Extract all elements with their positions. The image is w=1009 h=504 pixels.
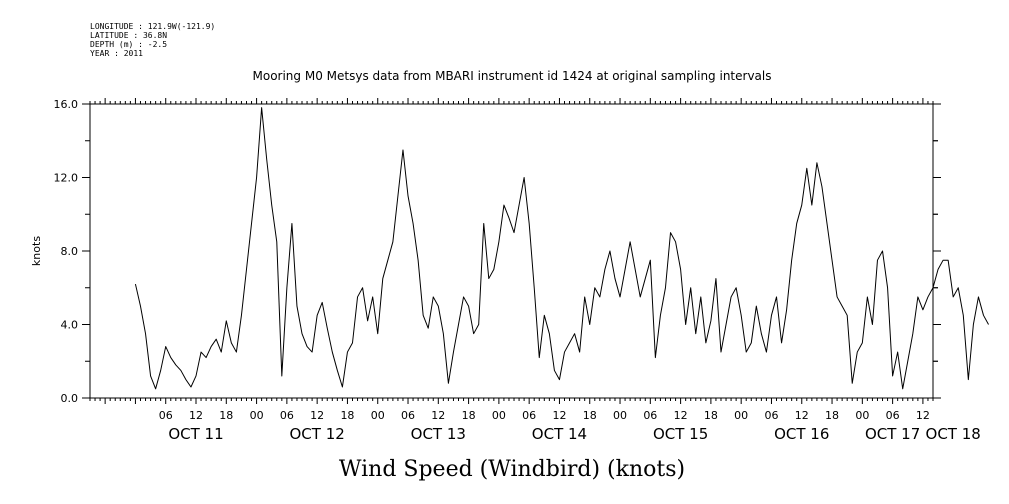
y-tick-label: 0.0 (61, 392, 79, 405)
x-tick-label: 00 (613, 409, 627, 422)
x-tick-label: 12 (916, 409, 930, 422)
date-label: OCT 16 (774, 425, 829, 443)
x-tick-label: 18 (583, 409, 597, 422)
x-tick-label: 06 (643, 409, 657, 422)
meta-year: YEAR : 2011 (90, 49, 143, 58)
x-tick-label: 12 (674, 409, 688, 422)
x-tick-label: 00 (734, 409, 748, 422)
x-tick-label: 00 (492, 409, 506, 422)
date-label: OCT 12 (289, 425, 344, 443)
x-tick-label: 12 (552, 409, 566, 422)
x-tick-label: 06 (159, 409, 173, 422)
date-label: OCT 11 (168, 425, 223, 443)
x-tick-label: 12 (310, 409, 324, 422)
date-label: OCT 15 (653, 425, 708, 443)
x-tick-label: 06 (522, 409, 536, 422)
meta-longitude: LONGITUDE : 121.9W(-121.9) (90, 22, 216, 31)
x-tick-label: 18 (825, 409, 839, 422)
x-tick-label: 12 (795, 409, 809, 422)
x-tick-label: 00 (371, 409, 385, 422)
metadata-block: LONGITUDE : 121.9W(-121.9) LATITUDE : 36… (90, 22, 215, 58)
x-tick-label: 18 (704, 409, 718, 422)
x-tick-label: 00 (855, 409, 869, 422)
x-tick-label: 06 (886, 409, 900, 422)
x-tick-label: 18 (219, 409, 233, 422)
meta-depth: DEPTH (m) : -2.5 (90, 40, 168, 49)
x-axis-label: Wind Speed (Windbird) (knots) (339, 457, 685, 482)
x-tick-label: 06 (764, 409, 778, 422)
x-tick-label: 06 (280, 409, 294, 422)
x-tick-label: 06 (401, 409, 415, 422)
y-tick-label: 12.0 (54, 172, 79, 185)
x-tick-label: 12 (189, 409, 203, 422)
x-tick-label: 18 (340, 409, 354, 422)
x-tick-label: 18 (462, 409, 476, 422)
y-tick-label: 16.0 (54, 98, 79, 111)
y-axis-label: knots (30, 236, 43, 266)
date-label: OCT 17 (865, 425, 920, 443)
date-label: OCT 13 (411, 425, 466, 443)
x-tick-label: 12 (431, 409, 445, 422)
series-line-0 (134, 107, 989, 390)
x-tick-label: 00 (250, 409, 264, 422)
meta-latitude: LATITUDE : 36.8N (90, 31, 168, 40)
y-tick-label: 4.0 (61, 319, 79, 332)
plot-frame (89, 103, 934, 399)
series-layer (134, 107, 989, 390)
y-tick-label: 8.0 (61, 245, 79, 258)
date-label: OCT 18 (926, 425, 981, 443)
date-label: OCT 14 (532, 425, 587, 443)
axis-layer: 0.0 4.0 8.0 12.0 16.0 06 12 18 00 06 12 18 00 06 12 18 0… (54, 98, 981, 443)
chart-title: Mooring M0 Metsys data from MBARI instru… (253, 69, 772, 83)
